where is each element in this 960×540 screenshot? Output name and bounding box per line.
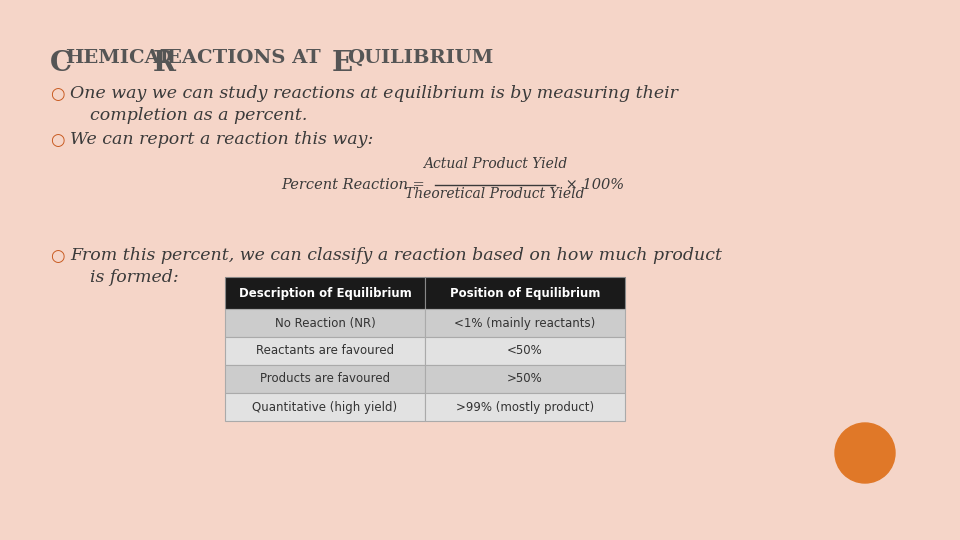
FancyBboxPatch shape: [225, 277, 425, 309]
Text: >50%: >50%: [507, 373, 542, 386]
Text: Products are favoured: Products are favoured: [260, 373, 390, 386]
FancyBboxPatch shape: [425, 337, 625, 365]
Text: E: E: [332, 50, 353, 77]
FancyBboxPatch shape: [425, 309, 625, 337]
Text: Theoretical Product Yield: Theoretical Product Yield: [405, 187, 585, 201]
Text: Reactants are favoured: Reactants are favoured: [256, 345, 394, 357]
Text: ○: ○: [50, 247, 64, 265]
Circle shape: [835, 423, 895, 483]
FancyBboxPatch shape: [225, 365, 425, 393]
Text: Quantitative (high yield): Quantitative (high yield): [252, 401, 397, 414]
Text: No Reaction (NR): No Reaction (NR): [275, 316, 375, 329]
Text: <50%: <50%: [507, 345, 542, 357]
Text: Position of Equilibrium: Position of Equilibrium: [450, 287, 600, 300]
Text: HEMICAL: HEMICAL: [65, 49, 174, 67]
FancyBboxPatch shape: [425, 365, 625, 393]
Text: One way we can study reactions at equilibrium is by measuring their: One way we can study reactions at equili…: [70, 85, 678, 102]
Text: completion as a percent.: completion as a percent.: [90, 107, 307, 124]
Text: EACTIONS AT: EACTIONS AT: [167, 49, 321, 67]
Text: ○: ○: [50, 131, 64, 149]
Text: ○: ○: [50, 85, 64, 103]
Text: >99% (mostly product): >99% (mostly product): [456, 401, 594, 414]
FancyBboxPatch shape: [225, 393, 425, 421]
FancyBboxPatch shape: [425, 393, 625, 421]
Text: R: R: [153, 50, 176, 77]
Text: Description of Equilibrium: Description of Equilibrium: [239, 287, 412, 300]
Text: <1% (mainly reactants): <1% (mainly reactants): [454, 316, 595, 329]
FancyBboxPatch shape: [225, 309, 425, 337]
Text: is formed:: is formed:: [90, 269, 179, 286]
FancyBboxPatch shape: [425, 277, 625, 309]
Text: We can report a reaction this way:: We can report a reaction this way:: [70, 131, 373, 148]
FancyBboxPatch shape: [225, 337, 425, 365]
Text: QUILIBRIUM: QUILIBRIUM: [347, 49, 493, 67]
Text: × 100%: × 100%: [561, 178, 624, 192]
Text: From this percent, we can classify a reaction based on how much product: From this percent, we can classify a rea…: [70, 247, 722, 264]
Text: Percent Reaction =: Percent Reaction =: [281, 178, 425, 192]
Text: Actual Product Yield: Actual Product Yield: [422, 157, 567, 171]
Text: C: C: [50, 50, 72, 77]
